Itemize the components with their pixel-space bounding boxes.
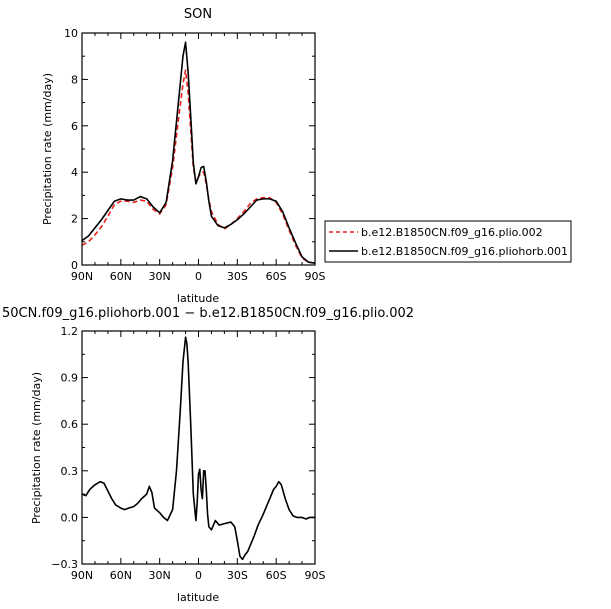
top-axis-ticks: 90N 60N 30N 0 30S 60S 90S 0 2 4 6 8 10 bbox=[64, 27, 326, 283]
bottom-chart: 50CN.f09_g16.pliohorb.001 − b.e12.B1850C… bbox=[2, 306, 414, 604]
bottom-ytick-label-5: 1.2 bbox=[61, 325, 79, 338]
top-ytick-label-0: 0 bbox=[71, 259, 78, 272]
bottom-series-line-0 bbox=[81, 336, 315, 561]
bottom-ytick-label-2: 0.3 bbox=[61, 465, 79, 478]
top-xtick-label-2: 30N bbox=[149, 270, 171, 283]
top-ytick-label-4: 8 bbox=[71, 73, 78, 86]
bottom-xtick-label-4: 30S bbox=[227, 569, 248, 582]
bottom-ytick-label-0: −0.3 bbox=[51, 558, 78, 571]
bottom-xtick-label-6: 90S bbox=[305, 569, 326, 582]
bottom-xtick-label-0: 90N bbox=[71, 569, 93, 582]
top-series-line-1 bbox=[81, 41, 316, 264]
bottom-xlabel: latitude bbox=[177, 591, 219, 604]
top-xtick-label-0: 90N bbox=[71, 270, 93, 283]
bottom-xtick-label-2: 30N bbox=[149, 569, 171, 582]
bottom-axis-ticks: 90N 60N 30N 0 30S 60S 90S −0.3 0.0 0.3 0.6 0.9 1.2 bbox=[51, 325, 325, 582]
bottom-xtick-label-3: 0 bbox=[195, 569, 202, 582]
legend-label-plio: b.e12.B1850CN.f09_g16.plio.002 bbox=[361, 226, 543, 239]
bottom-ytick-label-3: 0.6 bbox=[61, 418, 79, 431]
bottom-ytick-label-1: 0.0 bbox=[61, 511, 79, 524]
top-chart-title: SON bbox=[184, 7, 212, 22]
legend: b.e12.B1850CN.f09_g16.plio.002 b.e12.B18… bbox=[324, 220, 572, 263]
bottom-xtick-label-1: 60N bbox=[110, 569, 132, 582]
top-ylabel: Precipitation rate (mm/day) bbox=[41, 73, 54, 225]
bottom-chart-title: 50CN.f09_g16.pliohorb.001 − b.e12.B1850C… bbox=[2, 306, 414, 321]
top-ytick-label-3: 6 bbox=[71, 120, 78, 133]
legend-label-pliohorb: b.e12.B1850CN.f09_g16.pliohorb.001 bbox=[361, 245, 568, 258]
bottom-series-group bbox=[81, 336, 315, 561]
top-xtick-label-1: 60N bbox=[110, 270, 132, 283]
top-plot-frame bbox=[81, 32, 316, 266]
top-xtick-label-5: 60S bbox=[266, 270, 287, 283]
bottom-ylabel: Precipitation rate (mm/day) bbox=[30, 372, 43, 524]
top-ytick-label-1: 2 bbox=[71, 213, 78, 226]
legend-box bbox=[324, 220, 572, 263]
top-xtick-label-3: 0 bbox=[195, 270, 202, 283]
top-xlabel: latitude bbox=[177, 292, 219, 305]
bottom-ytick-label-4: 0.9 bbox=[61, 372, 79, 385]
top-xtick-label-4: 30S bbox=[227, 270, 248, 283]
bottom-plot-frame bbox=[81, 330, 316, 565]
bottom-xtick-label-5: 60S bbox=[266, 569, 287, 582]
top-xtick-label-6: 90S bbox=[305, 270, 326, 283]
top-ytick-label-2: 4 bbox=[71, 166, 78, 179]
top-series-group bbox=[81, 41, 316, 264]
top-series-line-0 bbox=[81, 69, 316, 264]
top-ytick-label-5: 10 bbox=[64, 27, 78, 40]
